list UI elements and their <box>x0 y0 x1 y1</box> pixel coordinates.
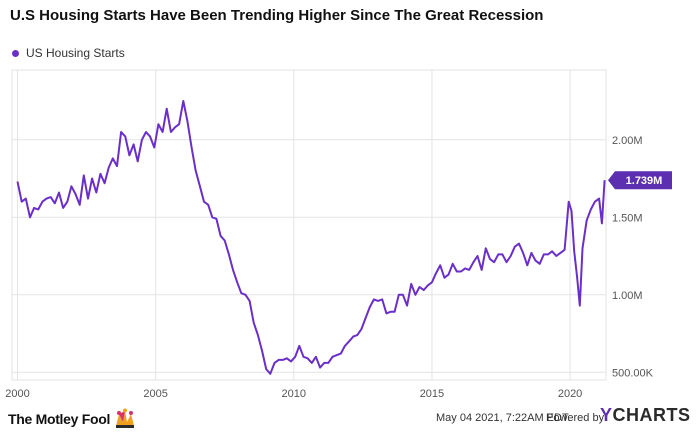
jester-hat-icon <box>116 408 135 428</box>
last-value-badge-shape <box>608 171 672 190</box>
legend[interactable]: US Housing Starts <box>12 46 125 60</box>
x-tick-label: 2020 <box>558 388 582 400</box>
timestamp: May 04 2021, 7:22AM EDT. <box>436 412 571 424</box>
brand-name: The Motley Fool <box>8 411 111 427</box>
last-value-label: 1.739M <box>626 175 663 187</box>
x-tick-label: 2005 <box>143 388 167 400</box>
last-value-badge: 1.739M <box>608 171 672 190</box>
series-line-us-housing-starts[interactable] <box>16 100 606 375</box>
powered-by-label: Powered by <box>546 412 605 424</box>
y-tick-label: 500.00K <box>612 367 654 379</box>
motley-fool-logo: The Motley Fool <box>8 408 136 430</box>
chart-title: U.S Housing Starts Have Been Trending Hi… <box>10 7 544 24</box>
legend-label: US Housing Starts <box>26 46 125 60</box>
x-axis: 2000 2005 2010 2015 2020 <box>5 388 582 400</box>
y-tick-label: 1.50M <box>612 212 643 224</box>
legend-marker <box>12 49 19 57</box>
plot-frame <box>11 69 607 381</box>
y-axis: 2.00M 1.50M 1.00M 500.00K <box>612 135 654 380</box>
grid-layer <box>11 69 607 381</box>
x-tick-label: 2010 <box>282 388 306 400</box>
ycharts-logo[interactable]: YCHARTS <box>600 405 691 426</box>
y-tick-label: 2.00M <box>612 135 643 147</box>
x-tick-label: 2015 <box>420 388 444 400</box>
x-tick-label: 2000 <box>5 388 29 400</box>
y-tick-label: 1.00M <box>612 290 643 302</box>
ycharts-y-mark: Y <box>600 405 613 425</box>
ycharts-wordmark: CHARTS <box>612 405 691 425</box>
